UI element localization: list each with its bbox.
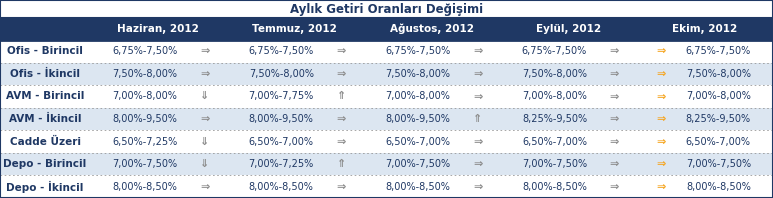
Text: ⇓: ⇓ [200, 159, 209, 169]
Text: 7,00%-7,50%: 7,00%-7,50% [112, 159, 177, 169]
Text: 7,50%-8,00%: 7,50%-8,00% [249, 69, 314, 79]
Text: ⇒: ⇒ [337, 69, 346, 79]
Text: 7,00%-8,00%: 7,00%-8,00% [386, 91, 451, 101]
Bar [0, 18, 773, 40]
Text: ⇒: ⇒ [610, 137, 619, 147]
Bar [0, 175, 773, 198]
Text: ⇒: ⇒ [200, 182, 209, 192]
Text: 8,00%-9,50%: 8,00%-9,50% [249, 114, 314, 124]
Text: ⇑: ⇑ [337, 159, 346, 169]
Text: 7,50%-8,00%: 7,50%-8,00% [112, 69, 177, 79]
Text: 7,00%-7,75%: 7,00%-7,75% [249, 91, 314, 101]
Bar [0, 153, 773, 175]
Text: ⇒: ⇒ [610, 46, 619, 56]
Text: 8,00%-8,50%: 8,00%-8,50% [522, 182, 587, 192]
Text: 7,00%-7,50%: 7,00%-7,50% [522, 159, 587, 169]
Text: 7,00%-8,00%: 7,00%-8,00% [112, 91, 177, 101]
Text: 7,00%-8,00%: 7,00%-8,00% [686, 91, 751, 101]
Text: ⇒: ⇒ [610, 159, 619, 169]
Text: 8,00%-9,50%: 8,00%-9,50% [386, 114, 451, 124]
Text: Cadde Üzeri: Cadde Üzeri [9, 137, 80, 147]
Text: 6,50%-7,00%: 6,50%-7,00% [385, 137, 451, 147]
Text: ⇓: ⇓ [200, 137, 209, 147]
Text: ⇒: ⇒ [656, 46, 666, 56]
Text: 8,25%-9,50%: 8,25%-9,50% [686, 114, 751, 124]
Text: 6,75%-7,50%: 6,75%-7,50% [249, 46, 314, 56]
Text: ⇒: ⇒ [656, 114, 666, 124]
Text: ⇒: ⇒ [610, 182, 619, 192]
Text: ⇒: ⇒ [200, 114, 209, 124]
Text: Ekim, 2012: Ekim, 2012 [672, 24, 737, 34]
Text: ⇒: ⇒ [656, 159, 666, 169]
Text: 7,00%-7,50%: 7,00%-7,50% [385, 159, 451, 169]
Text: 8,00%-9,50%: 8,00%-9,50% [112, 114, 177, 124]
Text: 6,50%-7,00%: 6,50%-7,00% [686, 137, 751, 147]
Text: ⇒: ⇒ [473, 137, 482, 147]
Text: 8,00%-8,50%: 8,00%-8,50% [112, 182, 177, 192]
Text: 6,50%-7,00%: 6,50%-7,00% [522, 137, 587, 147]
Text: AVM - Birincil: AVM - Birincil [6, 91, 84, 101]
Bar [0, 85, 773, 108]
Text: ⇓: ⇓ [200, 91, 209, 101]
Text: ⇒: ⇒ [473, 159, 482, 169]
Bar [0, 63, 773, 85]
Text: Depo - İkincil: Depo - İkincil [6, 181, 83, 193]
Text: ⇒: ⇒ [656, 137, 666, 147]
Text: ⇒: ⇒ [337, 114, 346, 124]
Text: 8,00%-8,50%: 8,00%-8,50% [386, 182, 451, 192]
Text: 6,75%-7,50%: 6,75%-7,50% [522, 46, 587, 56]
Bar [0, 130, 773, 153]
Text: Aylık Getiri Oranları Değişimi: Aylık Getiri Oranları Değişimi [290, 3, 483, 15]
Text: Temmuz, 2012: Temmuz, 2012 [253, 24, 337, 34]
Text: Depo - Birincil: Depo - Birincil [3, 159, 87, 169]
Text: 6,75%-7,50%: 6,75%-7,50% [686, 46, 751, 56]
Text: Haziran, 2012: Haziran, 2012 [117, 24, 199, 34]
Text: 8,00%-8,50%: 8,00%-8,50% [686, 182, 751, 192]
Text: AVM - İkincil: AVM - İkincil [9, 114, 81, 124]
Text: ⇒: ⇒ [200, 46, 209, 56]
Text: 7,00%-7,50%: 7,00%-7,50% [686, 159, 751, 169]
Bar [0, 0, 773, 18]
Text: ⇒: ⇒ [656, 69, 666, 79]
Text: 7,50%-8,00%: 7,50%-8,00% [385, 69, 451, 79]
Text: 7,00%-8,00%: 7,00%-8,00% [522, 91, 587, 101]
Text: ⇒: ⇒ [610, 69, 619, 79]
Text: 7,50%-8,00%: 7,50%-8,00% [686, 69, 751, 79]
Text: ⇒: ⇒ [337, 46, 346, 56]
Text: ⇒: ⇒ [473, 69, 482, 79]
Text: ⇒: ⇒ [473, 182, 482, 192]
Text: 8,00%-8,50%: 8,00%-8,50% [249, 182, 314, 192]
Text: ⇑: ⇑ [473, 114, 482, 124]
Text: ⇒: ⇒ [473, 91, 482, 101]
Text: Ofis - İkincil: Ofis - İkincil [10, 69, 80, 79]
Text: 6,75%-7,50%: 6,75%-7,50% [385, 46, 451, 56]
Text: ⇒: ⇒ [473, 46, 482, 56]
Text: ⇒: ⇒ [656, 91, 666, 101]
Text: ⇑: ⇑ [337, 91, 346, 101]
Text: Ağustos, 2012: Ağustos, 2012 [390, 24, 474, 34]
Text: ⇒: ⇒ [610, 114, 619, 124]
Text: Eylül, 2012: Eylül, 2012 [536, 24, 601, 34]
Text: 7,50%-8,00%: 7,50%-8,00% [522, 69, 587, 79]
Text: Ofis - Birincil: Ofis - Birincil [7, 46, 83, 56]
Text: 6,50%-7,25%: 6,50%-7,25% [112, 137, 177, 147]
Text: ⇒: ⇒ [337, 137, 346, 147]
Bar [0, 40, 773, 63]
Text: ⇒: ⇒ [656, 182, 666, 192]
Bar [0, 108, 773, 130]
Text: ⇒: ⇒ [610, 91, 619, 101]
Text: 6,50%-7,00%: 6,50%-7,00% [249, 137, 314, 147]
Text: 8,25%-9,50%: 8,25%-9,50% [522, 114, 587, 124]
Text: 6,75%-7,50%: 6,75%-7,50% [112, 46, 177, 56]
Text: 7,00%-7,25%: 7,00%-7,25% [249, 159, 314, 169]
Text: ⇒: ⇒ [337, 182, 346, 192]
Text: ⇒: ⇒ [200, 69, 209, 79]
